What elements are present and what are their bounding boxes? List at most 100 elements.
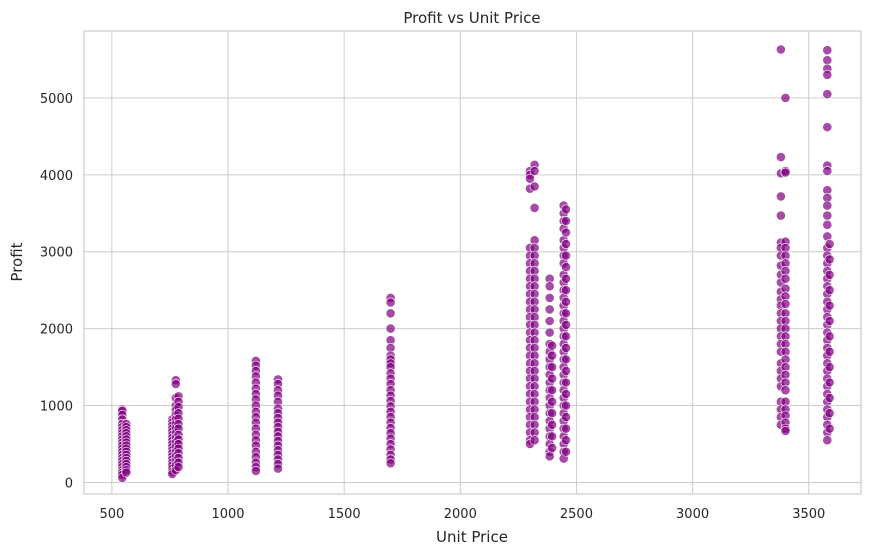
x-tick-label: 1000 bbox=[211, 507, 244, 522]
scatter-point bbox=[561, 227, 571, 238]
scatter-point bbox=[824, 316, 835, 326]
scatter-point bbox=[170, 379, 181, 389]
scatter-point bbox=[561, 389, 571, 399]
scatter-point bbox=[822, 435, 833, 446]
y-gridlines bbox=[84, 97, 861, 483]
scatter-point bbox=[776, 191, 786, 202]
scatter-point bbox=[529, 166, 540, 176]
scatter-point bbox=[824, 346, 835, 357]
scatter-point bbox=[561, 342, 571, 353]
scatter-point bbox=[776, 152, 786, 162]
scatter-point bbox=[385, 308, 396, 319]
scatter-point bbox=[822, 166, 833, 176]
scatter-point bbox=[529, 181, 540, 192]
scatter-point bbox=[561, 377, 571, 388]
scatter-point bbox=[547, 408, 557, 419]
scatter-point bbox=[824, 285, 835, 296]
x-tick-label: 500 bbox=[99, 507, 124, 522]
scatter-point bbox=[822, 89, 833, 99]
x-tick-label: 2000 bbox=[444, 507, 477, 522]
y-tick-label: 2000 bbox=[40, 323, 73, 338]
plot-frame bbox=[83, 30, 862, 495]
scatter-point bbox=[822, 210, 833, 221]
y-tick-labels: 0 1000 2000 3000 4000 5000 bbox=[40, 92, 73, 492]
scatter-point bbox=[780, 425, 791, 436]
x-tick-label: 1500 bbox=[328, 507, 361, 522]
scatter-point bbox=[561, 216, 571, 226]
scatter-point bbox=[547, 419, 557, 430]
scatter-point bbox=[547, 362, 557, 372]
scatter-point bbox=[547, 442, 557, 453]
scatter-points bbox=[117, 44, 835, 483]
scatter-point bbox=[780, 273, 791, 284]
scatter-point bbox=[544, 451, 555, 462]
scatter-point bbox=[822, 45, 833, 56]
scatter-point bbox=[547, 340, 557, 351]
scatter-point bbox=[561, 239, 571, 249]
scatter-point bbox=[824, 392, 835, 403]
scatter-point bbox=[544, 316, 555, 326]
scatter-point bbox=[776, 210, 786, 221]
scatter-point bbox=[529, 435, 540, 446]
scatter-point bbox=[561, 435, 571, 446]
scatter-point bbox=[544, 292, 555, 303]
scatter-point bbox=[822, 55, 833, 66]
scatter-point bbox=[780, 299, 791, 309]
y-tick-label: 0 bbox=[65, 476, 73, 491]
scatter-point bbox=[824, 254, 835, 265]
scatter-point bbox=[385, 297, 396, 308]
scatter-point bbox=[824, 423, 835, 434]
scatter-point bbox=[561, 412, 571, 422]
scatter-point bbox=[824, 269, 835, 280]
scatter-point bbox=[121, 467, 132, 478]
scatter-point bbox=[780, 167, 791, 178]
scatter-point bbox=[776, 44, 786, 55]
scatter-point bbox=[547, 431, 557, 442]
scatter-point bbox=[824, 408, 835, 419]
scatter-point bbox=[561, 400, 571, 411]
scatter-point bbox=[824, 362, 835, 372]
scatter-point bbox=[822, 200, 833, 211]
scatter-point bbox=[250, 465, 261, 476]
scatter-point bbox=[547, 385, 557, 396]
x-tick-label: 3000 bbox=[676, 507, 709, 522]
scatter-point bbox=[544, 327, 555, 338]
scatter-point bbox=[822, 122, 833, 132]
scatter-point bbox=[561, 285, 571, 296]
scatter-point bbox=[561, 423, 571, 434]
scatter-point bbox=[561, 296, 571, 307]
plot-area bbox=[84, 31, 861, 494]
x-axis-label: Unit Price bbox=[436, 528, 508, 546]
scatter-point bbox=[547, 373, 557, 384]
x-tick-label: 2500 bbox=[560, 507, 593, 522]
scatter-point bbox=[561, 204, 571, 215]
chart-title: Profit vs Unit Price bbox=[403, 9, 540, 27]
scatter-point bbox=[780, 93, 791, 103]
y-axis-label: Profit bbox=[8, 242, 26, 281]
scatter-point bbox=[561, 319, 571, 330]
scatter-point bbox=[561, 262, 571, 272]
scatter-point bbox=[544, 281, 555, 292]
scatter-point bbox=[544, 304, 555, 315]
scatter-point bbox=[561, 273, 571, 284]
x-tick-label: 3500 bbox=[792, 507, 825, 522]
scatter-point bbox=[824, 331, 835, 342]
scatter-point bbox=[385, 458, 396, 469]
scatter-point bbox=[822, 69, 833, 80]
scatter-point bbox=[561, 308, 571, 319]
x-tick-labels: 500 1000 1500 2000 2500 3000 3500 bbox=[99, 507, 825, 522]
scatter-point bbox=[561, 365, 571, 376]
scatter-point bbox=[561, 446, 571, 457]
scatter-point bbox=[385, 323, 396, 334]
scatter-point bbox=[824, 377, 835, 388]
scatter-point bbox=[529, 202, 540, 213]
scatter-point bbox=[824, 239, 835, 249]
scatter-point bbox=[561, 250, 571, 261]
scatter-point bbox=[824, 300, 835, 311]
scatter-point bbox=[780, 385, 791, 396]
y-tick-label: 5000 bbox=[40, 92, 73, 107]
scatter-point bbox=[273, 463, 283, 474]
scatter-point bbox=[547, 350, 557, 361]
scatter-point bbox=[547, 396, 557, 407]
